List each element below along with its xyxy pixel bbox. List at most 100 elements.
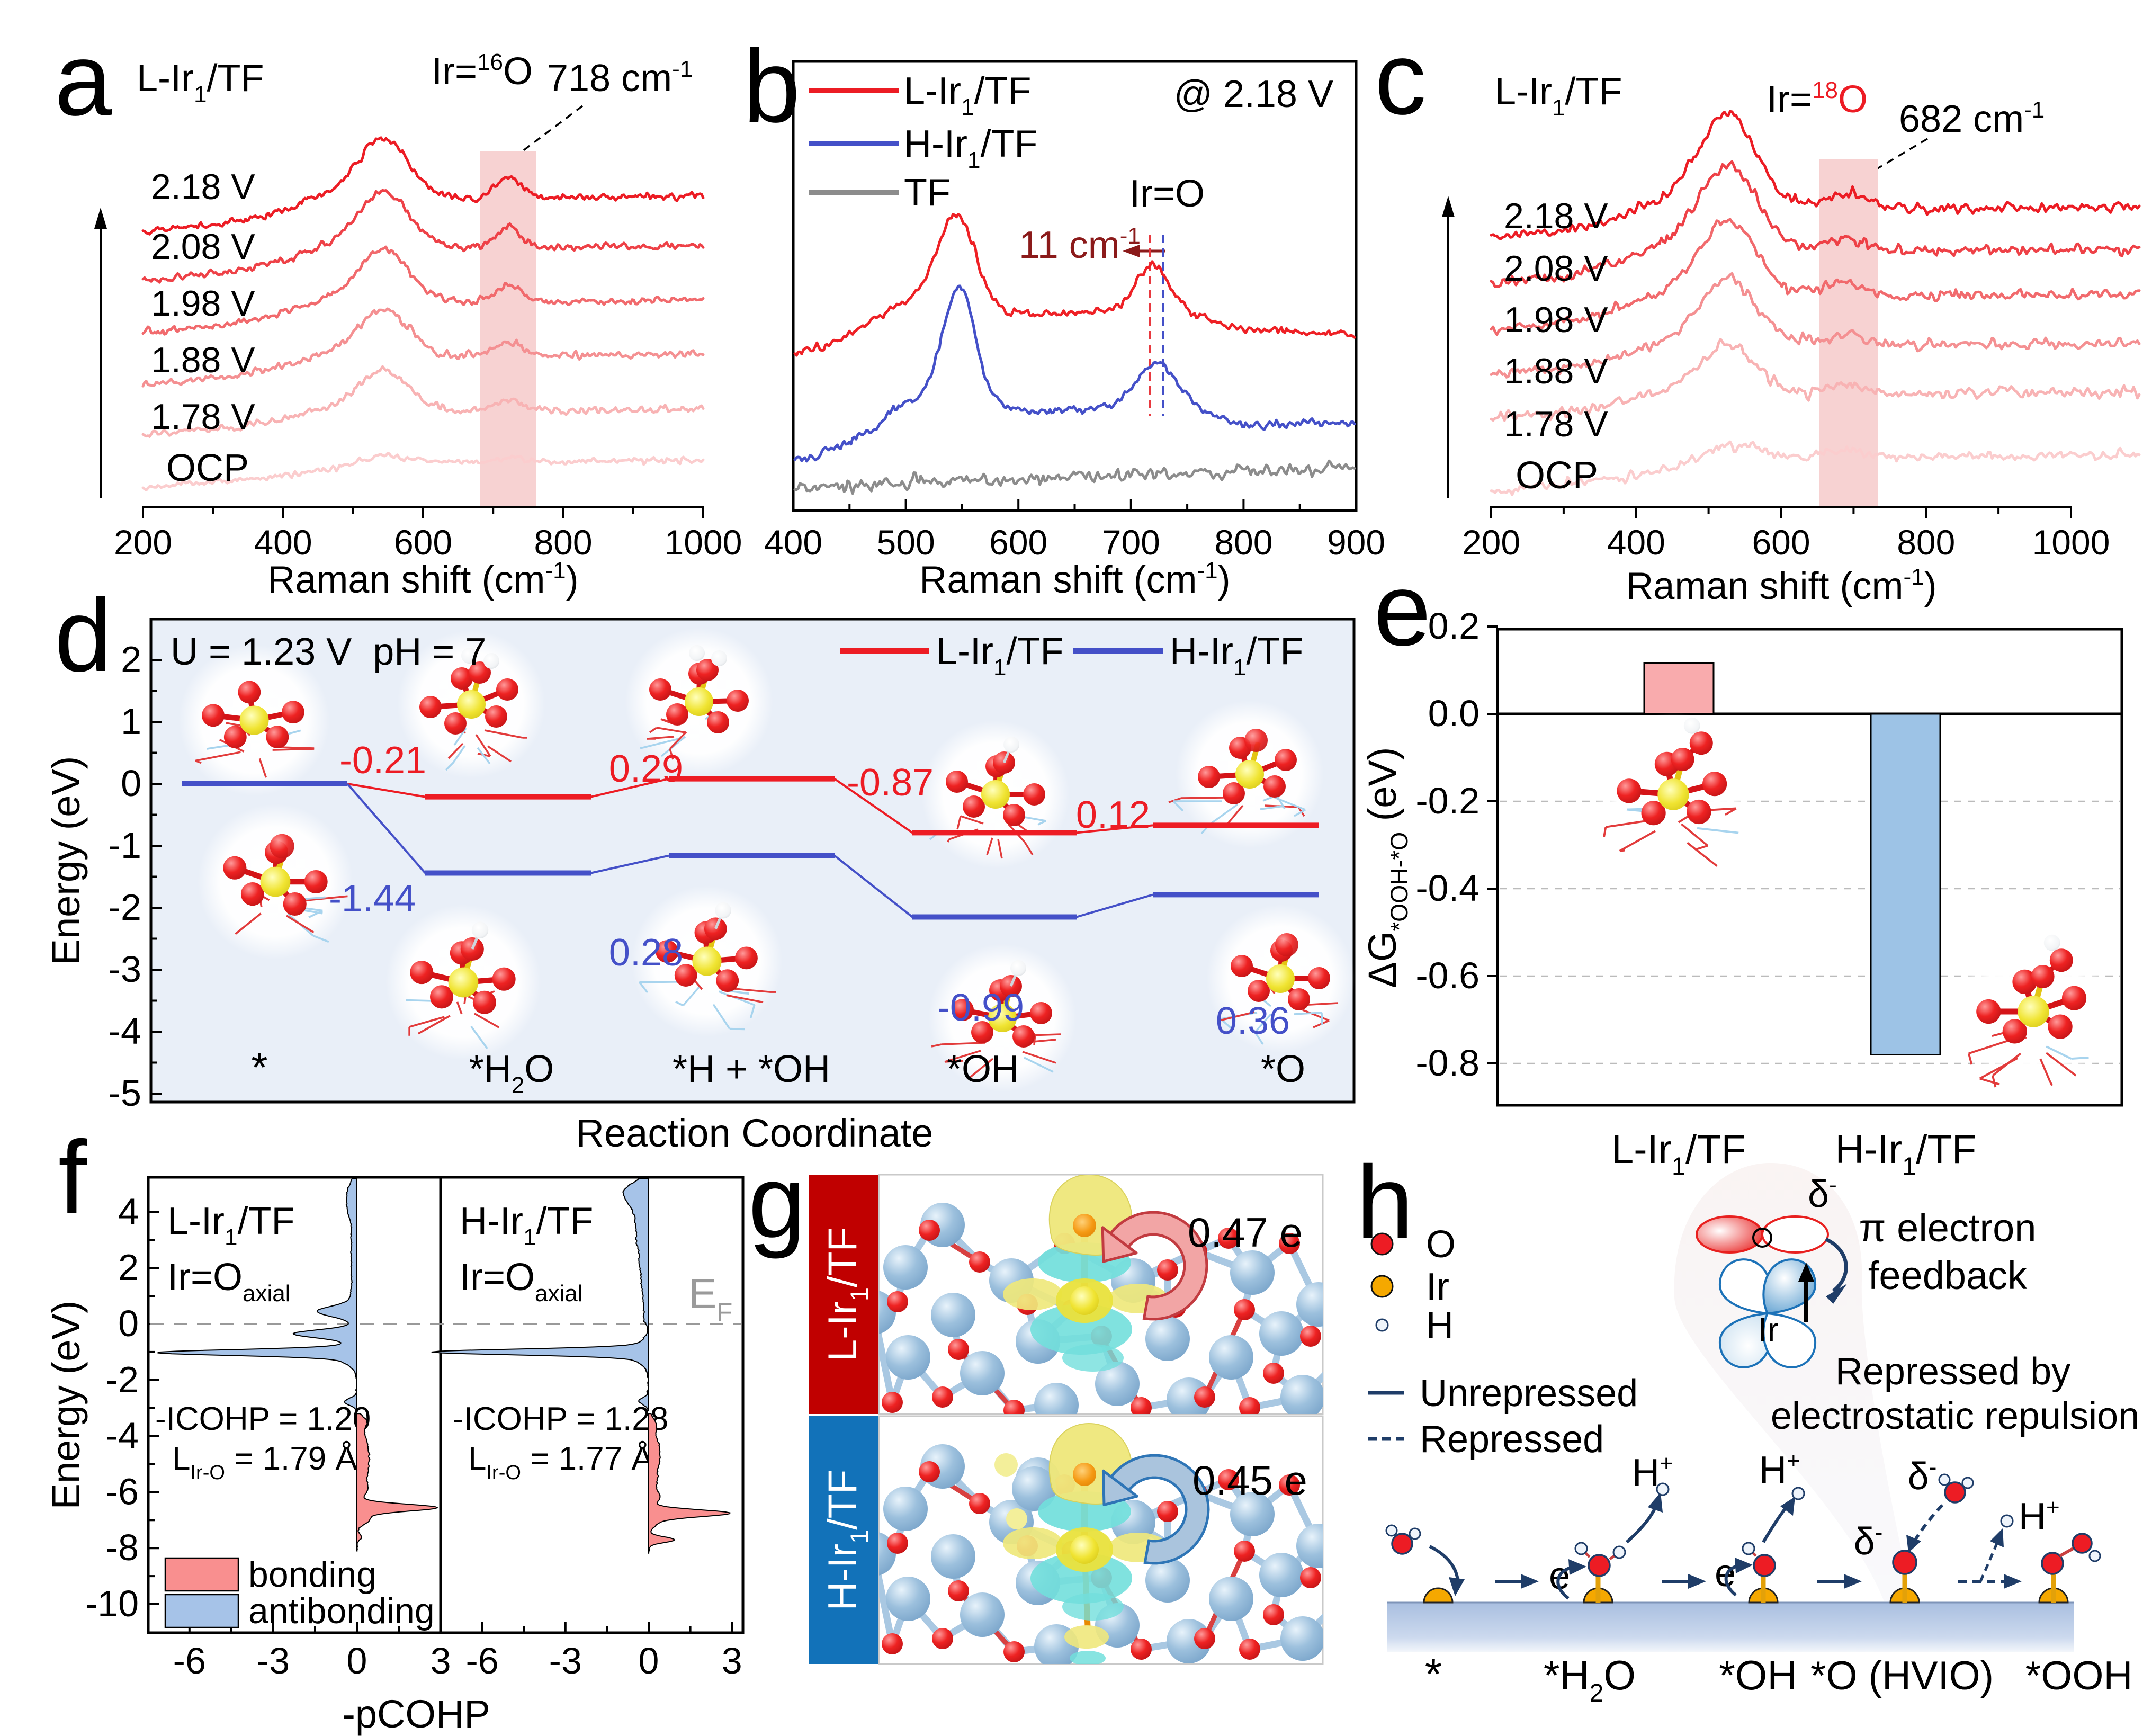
svg-text:1.88 V: 1.88 V xyxy=(1504,351,1608,391)
svg-text:H+: H+ xyxy=(1759,1448,1800,1491)
svg-text:11 cm-1: 11 cm-1 xyxy=(1019,223,1141,266)
svg-text:feedback: feedback xyxy=(1868,1254,2028,1297)
svg-text:2.18 V: 2.18 V xyxy=(151,167,255,207)
svg-text:0.36: 0.36 xyxy=(1216,1000,1290,1042)
svg-text:L-Ir1/TF: L-Ir1/TF xyxy=(1611,1127,1746,1180)
svg-text:3: 3 xyxy=(431,1640,451,1681)
svg-text:d: d xyxy=(55,578,112,693)
svg-text:*: * xyxy=(251,1044,267,1091)
svg-text:Repressed: Repressed xyxy=(1420,1418,1604,1461)
svg-text:-0.99: -0.99 xyxy=(937,987,1024,1029)
svg-text:bonding: bonding xyxy=(248,1554,376,1595)
svg-text:a: a xyxy=(55,22,112,137)
svg-text:1.98 V: 1.98 V xyxy=(1504,300,1608,340)
svg-text:Ir=Oaxial: Ir=Oaxial xyxy=(167,1256,291,1307)
svg-text:400: 400 xyxy=(764,523,822,562)
svg-text:*H + *OH: *H + *OH xyxy=(673,1048,830,1090)
svg-text:L-Ir1/TF: L-Ir1/TF xyxy=(904,70,1031,120)
svg-text:*H2O: *H2O xyxy=(469,1048,554,1098)
svg-text:g: g xyxy=(748,1144,805,1259)
svg-text:-pCOHP: -pCOHP xyxy=(342,1692,490,1736)
svg-text:-1.44: -1.44 xyxy=(329,878,416,920)
svg-text:200: 200 xyxy=(1462,523,1520,562)
svg-text:500: 500 xyxy=(877,523,935,562)
svg-text:-0.87: -0.87 xyxy=(847,762,934,804)
svg-text:800: 800 xyxy=(1214,523,1272,562)
svg-text:e: e xyxy=(1715,1552,1736,1595)
svg-text:-ICOHP = 1.28: -ICOHP = 1.28 xyxy=(453,1401,668,1437)
svg-text:Raman shift (cm-1): Raman shift (cm-1) xyxy=(919,558,1230,601)
svg-text:0: 0 xyxy=(121,763,141,804)
svg-text:δ-: δ- xyxy=(1854,1519,1883,1563)
svg-text:δ-: δ- xyxy=(1908,1454,1937,1498)
svg-text:Energy (eV): Energy (eV) xyxy=(44,1301,88,1510)
svg-text:-1: -1 xyxy=(109,825,141,866)
svg-text:Ir=Oaxial: Ir=Oaxial xyxy=(460,1256,583,1307)
svg-text:Ir=O: Ir=O xyxy=(1129,173,1205,215)
svg-text:L-Ir1/TF: L-Ir1/TF xyxy=(1495,70,1622,121)
svg-text:700: 700 xyxy=(1102,523,1160,562)
svg-text:600: 600 xyxy=(1752,523,1810,562)
svg-text:L-Ir1/TF: L-Ir1/TF xyxy=(820,1227,873,1362)
svg-text:EF: EF xyxy=(688,1270,732,1327)
svg-text:LIr-O = 1.77 Å: LIr-O = 1.77 Å xyxy=(468,1440,653,1484)
svg-text:H-Ir1/TF: H-Ir1/TF xyxy=(460,1200,593,1250)
svg-text:-0.8: -0.8 xyxy=(1415,1042,1480,1084)
svg-text:Energy (eV): Energy (eV) xyxy=(44,756,88,965)
svg-text:400: 400 xyxy=(254,523,312,562)
svg-text:Reaction Coordinate: Reaction Coordinate xyxy=(576,1111,934,1155)
svg-text:*OOH: *OOH xyxy=(2025,1653,2133,1698)
svg-text:Ir: Ir xyxy=(1426,1266,1449,1308)
svg-text:H: H xyxy=(1426,1304,1454,1347)
svg-text:b: b xyxy=(743,29,800,144)
svg-text:600: 600 xyxy=(989,523,1047,562)
svg-text:*OH: *OH xyxy=(947,1048,1019,1090)
svg-text:-3: -3 xyxy=(257,1640,290,1681)
svg-text:f: f xyxy=(58,1120,87,1235)
svg-text:400: 400 xyxy=(1607,523,1665,562)
svg-text:-0.2: -0.2 xyxy=(1415,780,1480,821)
svg-text:1.78 V: 1.78 V xyxy=(1504,404,1608,444)
svg-text:Repressed by: Repressed by xyxy=(1835,1350,2070,1393)
svg-text:600: 600 xyxy=(394,523,452,562)
svg-text:2: 2 xyxy=(121,639,141,680)
svg-text:0.12: 0.12 xyxy=(1076,794,1150,836)
svg-text:2.08 V: 2.08 V xyxy=(151,227,255,267)
svg-text:1.78 V: 1.78 V xyxy=(151,397,255,437)
svg-text:H-Ir1/TF: H-Ir1/TF xyxy=(820,1470,873,1611)
svg-text:682 cm-1: 682 cm-1 xyxy=(1899,97,2045,140)
svg-text:1.98 V: 1.98 V xyxy=(151,283,255,324)
svg-text:U = 1.23 V pH = 7: U = 1.23 V pH = 7 xyxy=(171,631,486,673)
svg-text:*: * xyxy=(1425,1649,1442,1699)
svg-text:0.2: 0.2 xyxy=(1428,605,1480,647)
svg-text:900: 900 xyxy=(1327,523,1385,562)
svg-text:0: 0 xyxy=(118,1303,139,1344)
svg-text:-5: -5 xyxy=(109,1072,141,1114)
svg-text:4: 4 xyxy=(118,1191,139,1232)
svg-text:-2: -2 xyxy=(109,887,141,928)
svg-text:-6: -6 xyxy=(173,1640,206,1681)
svg-text:antibonding: antibonding xyxy=(248,1591,435,1631)
svg-text:Raman shift (cm-1): Raman shift (cm-1) xyxy=(267,558,578,601)
svg-text:1000: 1000 xyxy=(2032,523,2110,562)
svg-text:Unrepressed: Unrepressed xyxy=(1420,1372,1638,1415)
svg-text:0.29: 0.29 xyxy=(609,748,683,790)
svg-text:1000: 1000 xyxy=(665,523,742,562)
svg-text:2: 2 xyxy=(118,1247,139,1288)
svg-text:H+: H+ xyxy=(1632,1451,1673,1494)
svg-text:0: 0 xyxy=(347,1640,367,1681)
svg-text:-4: -4 xyxy=(106,1415,139,1456)
svg-text:*H2O: *H2O xyxy=(1544,1652,1636,1707)
svg-text:-0.21: -0.21 xyxy=(339,739,426,782)
svg-text:3: 3 xyxy=(722,1640,742,1681)
svg-text:c: c xyxy=(1375,21,1427,136)
svg-text:L-Ir1/TF: L-Ir1/TF xyxy=(167,1200,294,1250)
svg-text:-ICOHP = 1.20: -ICOHP = 1.20 xyxy=(155,1401,371,1437)
svg-text:π electron: π electron xyxy=(1859,1206,2037,1250)
svg-text:0.0: 0.0 xyxy=(1428,693,1480,734)
svg-text:@ 2.18 V: @ 2.18 V xyxy=(1174,73,1333,115)
svg-text:-6: -6 xyxy=(106,1471,139,1512)
svg-text:0: 0 xyxy=(639,1640,659,1681)
svg-text:LIr-O = 1.79 Å: LIr-O = 1.79 Å xyxy=(172,1440,357,1484)
svg-text:H+: H+ xyxy=(2019,1495,2060,1538)
